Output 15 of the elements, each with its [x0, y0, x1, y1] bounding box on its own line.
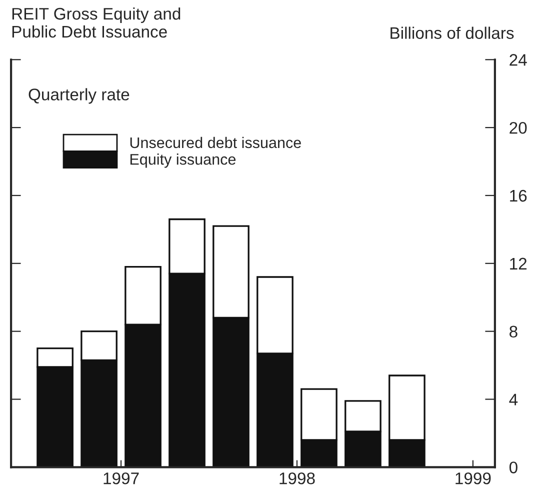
text: Quarterly rate	[28, 88, 130, 104]
x-tick-label: 1999	[456, 472, 491, 484]
y-tick-label: 8	[510, 326, 518, 338]
y-axis-title: Billions of dollars	[390, 26, 514, 39]
legend-label: Unsecured debt issuance	[130, 136, 301, 148]
chart-title: REIT Gross Equity and Public Debt Issuance	[12, 7, 180, 38]
y-tick-label: 0	[509, 462, 518, 474]
y-tick-label: 24	[510, 54, 527, 66]
y-tick-label: 20	[510, 122, 527, 134]
x-tick-label: 1997	[104, 472, 139, 484]
x-tick-label: 1998	[280, 472, 315, 484]
y-tick-label: 16	[510, 190, 527, 202]
y-tick-label: 12	[510, 258, 527, 270]
legend-label: Equity issuance	[130, 154, 236, 168]
y-tick-label: 4	[509, 394, 518, 406]
